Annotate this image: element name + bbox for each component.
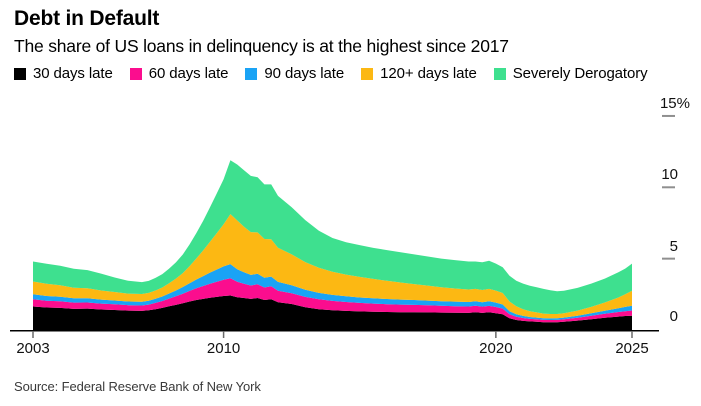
legend-item-120-days-late: 120+ days late bbox=[361, 65, 477, 82]
legend-item-60-days-late: 60 days late bbox=[129, 65, 229, 82]
legend-item-30-days-late: 30 days late bbox=[14, 65, 113, 82]
area-60-days-late bbox=[33, 278, 632, 323]
area-30-days-late bbox=[33, 295, 632, 330]
legend-label: Severely Derogatory bbox=[512, 65, 648, 82]
legend-swatch-60-days-late bbox=[129, 67, 142, 80]
legend-label: 60 days late bbox=[148, 65, 229, 82]
legend-swatch-90-days-late bbox=[245, 67, 258, 80]
area-severely-derogatory bbox=[33, 160, 632, 314]
area-90-days-late bbox=[33, 264, 632, 320]
page-title: Debt in Default bbox=[14, 7, 160, 30]
legend-label: 90 days late bbox=[264, 65, 345, 82]
chart-subtitle: The share of US loans in delinquency is … bbox=[14, 36, 509, 56]
legend-swatch-120-days-late bbox=[361, 67, 374, 80]
legend-swatch-30-days-late bbox=[14, 67, 26, 80]
area-120-days-late bbox=[33, 214, 632, 319]
chart-legend: 30 days late 60 days late 90 days late 1… bbox=[14, 65, 648, 82]
legend-swatch-severely-derogatory bbox=[493, 67, 506, 80]
legend-item-severely-derogatory: Severely Derogatory bbox=[493, 65, 648, 82]
source-credit: Source: Federal Reserve Bank of New York bbox=[14, 379, 261, 394]
legend-label: 30 days late bbox=[33, 65, 113, 82]
legend-item-90-days-late: 90 days late bbox=[245, 65, 344, 82]
legend-label: 120+ days late bbox=[380, 65, 477, 82]
